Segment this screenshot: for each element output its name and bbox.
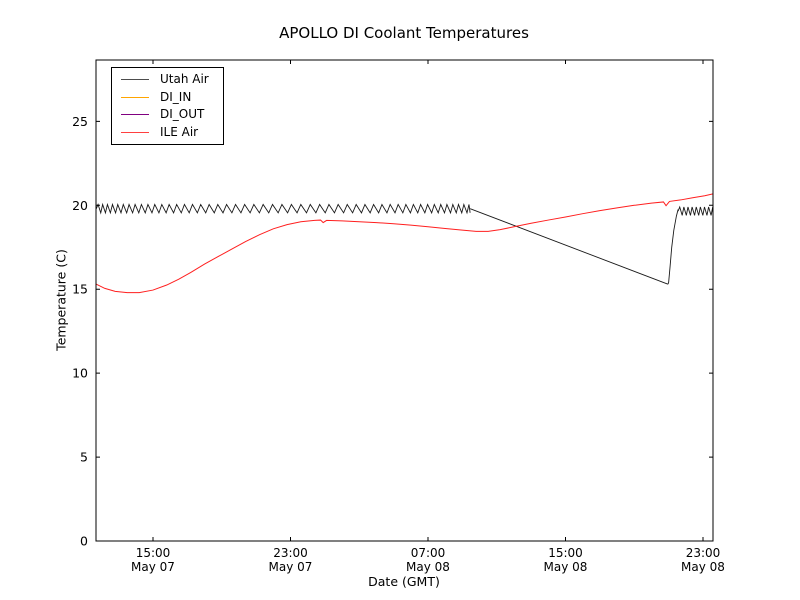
x-axis-label: Date (GMT)	[368, 574, 440, 589]
y-tick-label: 25	[72, 114, 88, 129]
y-tick-label: 0	[80, 534, 88, 549]
y-tick-label: 10	[72, 366, 88, 381]
legend-label: DI_IN	[160, 89, 192, 104]
x-tick-time: 15:00	[136, 546, 171, 560]
y-tick-label: 5	[80, 450, 88, 465]
series-line-utah-air	[667, 209, 679, 285]
x-tick-date: May 08	[544, 560, 588, 574]
x-tick-time: 23:00	[273, 546, 308, 560]
legend-item-di-out: DI_OUT	[121, 106, 209, 124]
legend: Utah Air DI_IN DI_OUT ILE Air	[111, 67, 224, 145]
series-line-utah-air	[469, 208, 669, 285]
x-tick-time: 15:00	[548, 546, 583, 560]
series-line-utah-air	[96, 202, 471, 215]
legend-line-swatch	[121, 79, 149, 81]
legend-label: ILE Air	[160, 124, 199, 139]
legend-line-swatch	[121, 114, 149, 116]
chart-title: APOLLO DI Coolant Temperatures	[279, 24, 529, 42]
x-tick-date: May 08	[406, 560, 450, 574]
x-tick-date: May 07	[269, 560, 313, 574]
legend-line-swatch	[121, 131, 149, 133]
y-tick-label: 20	[72, 198, 88, 213]
y-axis-label: Temperature (C)	[53, 249, 69, 351]
x-tick-time: 23:00	[686, 546, 721, 560]
axes-spines	[95, 59, 714, 542]
x-tick-date: May 07	[131, 560, 175, 574]
y-tick-label: 15	[72, 282, 88, 297]
series-line-utah-air	[677, 205, 713, 216]
legend-label: DI_OUT	[160, 107, 205, 122]
legend-item-di-in: DI_IN	[121, 89, 209, 107]
legend-item-utah-air: Utah Air	[121, 71, 209, 89]
legend-line-swatch	[121, 96, 149, 98]
series-line-ile-air	[96, 193, 713, 294]
x-tick-date: May 08	[681, 560, 725, 574]
tick-marks	[96, 60, 713, 542]
legend-label: Utah Air	[160, 72, 209, 87]
x-tick-time: 07:00	[411, 546, 446, 560]
legend-item-ile-air: ILE Air	[121, 124, 209, 142]
